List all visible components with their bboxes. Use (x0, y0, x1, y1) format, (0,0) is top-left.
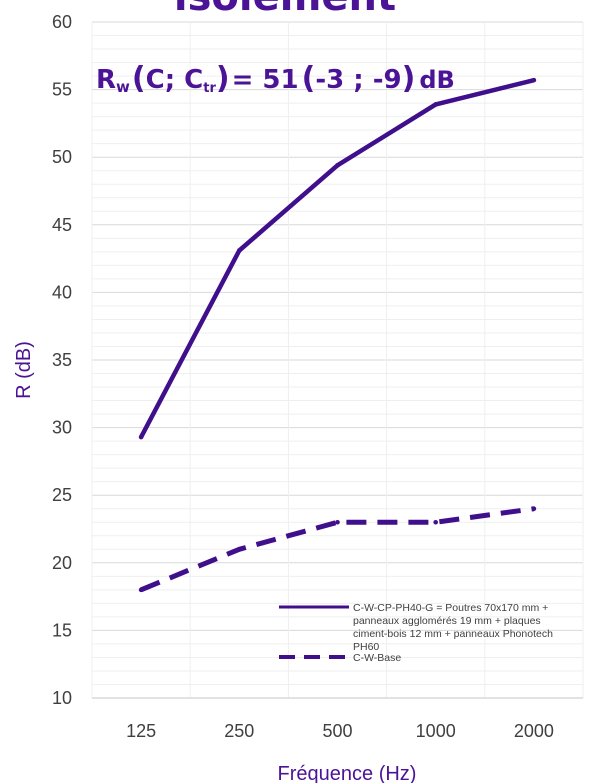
formula-close-paren-2: ) (402, 61, 416, 96)
y-tick-label: 45 (52, 215, 72, 235)
y-tick-labels: 10 15 20 25 30 35 40 45 50 55 60 (52, 12, 72, 708)
gridlines (91, 21, 584, 699)
series-2-point (531, 506, 537, 512)
chart-title: isolement (174, 0, 396, 20)
rw-formula: Rw(C; Ctr)= 51 (-3 ; -9) dB (96, 61, 455, 96)
y-tick-label: 15 (52, 620, 72, 640)
y-axis-label: R (dB) (13, 341, 35, 399)
legend: C-W-CP-PH40-G = Poutres 70x170 mm + pann… (279, 602, 556, 664)
y-tick-label: 40 (52, 282, 72, 302)
series-line-2 (140, 506, 535, 593)
series-1-point (237, 248, 242, 253)
series-2-point (138, 587, 144, 593)
series-2-point (335, 519, 340, 525)
x-tick-label: 500 (322, 721, 352, 741)
series-1-point (335, 163, 340, 168)
y-tick-label: 60 (52, 12, 72, 32)
y-tick-label: 50 (52, 147, 72, 167)
series-1-point (138, 434, 144, 440)
formula-tr-subscript: tr (203, 81, 216, 96)
series-1-point (433, 102, 439, 107)
y-tick-label: 55 (52, 80, 72, 100)
legend-entry-2: C-W-Base (353, 652, 401, 664)
formula-r: R (96, 65, 116, 95)
x-tick-labels: 125 250 500 1000 2000 (126, 721, 554, 741)
x-axis-label: Fréquence (Hz) (278, 763, 417, 783)
x-tick-label: 125 (126, 721, 156, 741)
series-line-1 (139, 77, 535, 439)
x-tick-label: 1000 (416, 721, 456, 741)
series-2-point (237, 546, 242, 552)
x-tick-label: 250 (224, 721, 254, 741)
y-tick-label: 25 (52, 485, 72, 505)
x-tick-label: 2000 (514, 721, 554, 741)
legend-entry-1: C-W-CP-PH40-G = Poutres 70x170 mm + pann… (353, 602, 556, 653)
formula-equals: = 51 (232, 65, 299, 95)
series-2-point (433, 519, 439, 525)
y-tick-label: 30 (52, 418, 72, 438)
series-lines (138, 77, 537, 593)
formula-c: C; C (146, 65, 204, 95)
formula-open-paren-2: ( (302, 61, 316, 96)
y-tick-label: 20 (52, 553, 72, 573)
svg-text:Rw(C; Ctr)= 51(-3 ; -9)dB: Rw(C; Ctr)= 51 (-3 ; -9) dB (96, 61, 455, 96)
formula-values: -3 ; -9 (315, 65, 401, 95)
y-tick-label: 10 (52, 688, 72, 708)
series-1-point (531, 77, 537, 83)
formula-unit: dB (419, 66, 454, 94)
formula-w-subscript: w (116, 78, 130, 96)
y-tick-label: 35 (52, 350, 72, 370)
formula-open-paren: ( (132, 61, 146, 96)
formula-close-paren: ) (216, 61, 230, 96)
